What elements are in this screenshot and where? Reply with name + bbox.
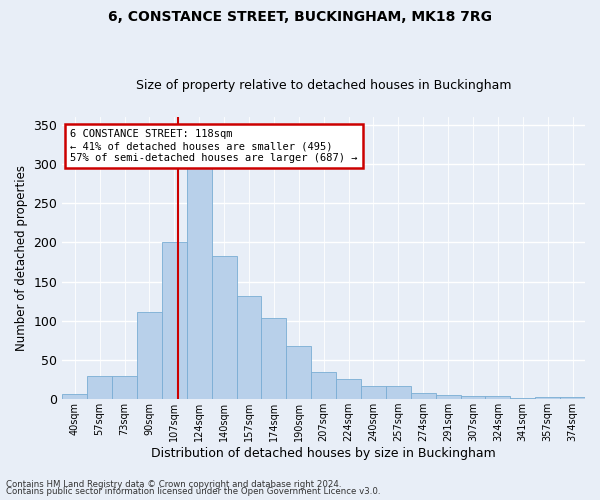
Bar [162, 242, 187, 399]
Text: Contains HM Land Registry data © Crown copyright and database right 2024.: Contains HM Land Registry data © Crown c… [6, 480, 341, 489]
Bar [535, 397, 560, 399]
Bar [236, 296, 262, 399]
Bar [485, 396, 511, 399]
Bar [112, 376, 137, 399]
Bar [560, 397, 585, 399]
Bar [187, 168, 212, 399]
Bar [361, 386, 386, 399]
Bar [87, 376, 112, 399]
Bar [62, 394, 87, 399]
Bar [511, 398, 535, 399]
Bar [212, 256, 236, 399]
Text: 6 CONSTANCE STREET: 118sqm
← 41% of detached houses are smaller (495)
57% of sem: 6 CONSTANCE STREET: 118sqm ← 41% of deta… [70, 130, 358, 162]
Bar [311, 372, 336, 399]
Bar [286, 346, 311, 399]
X-axis label: Distribution of detached houses by size in Buckingham: Distribution of detached houses by size … [151, 447, 496, 460]
Bar [461, 396, 485, 399]
Title: Size of property relative to detached houses in Buckingham: Size of property relative to detached ho… [136, 79, 511, 92]
Bar [262, 318, 286, 399]
Bar [436, 395, 461, 399]
Y-axis label: Number of detached properties: Number of detached properties [15, 165, 28, 351]
Bar [137, 312, 162, 399]
Bar [386, 386, 411, 399]
Bar [411, 393, 436, 399]
Bar [336, 379, 361, 399]
Text: Contains public sector information licensed under the Open Government Licence v3: Contains public sector information licen… [6, 488, 380, 496]
Text: 6, CONSTANCE STREET, BUCKINGHAM, MK18 7RG: 6, CONSTANCE STREET, BUCKINGHAM, MK18 7R… [108, 10, 492, 24]
